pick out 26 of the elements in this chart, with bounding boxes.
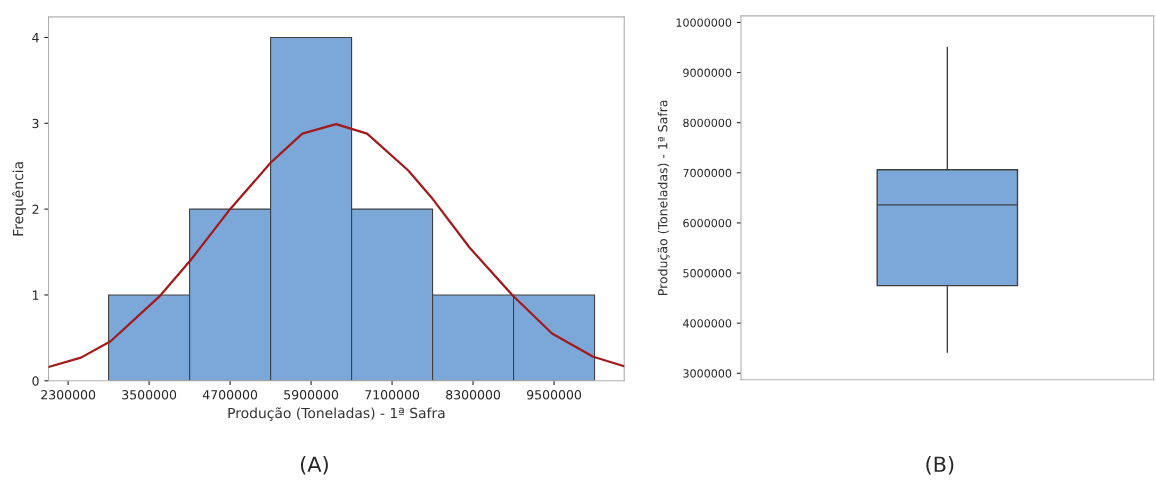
x-tick-label: 3500000 (122, 390, 177, 400)
y-tick-label: 3 (32, 118, 39, 129)
y-tick-label: 6000000 (683, 218, 732, 228)
y-tick-label: 8000000 (683, 118, 732, 128)
x-tick-label: 7100000 (365, 390, 420, 400)
y-tick-label: 0 (32, 376, 39, 386)
y-tick-label: 1 (32, 290, 39, 300)
y-tick-label: 10000000 (676, 18, 732, 27)
x-tick-label: 5900000 (284, 390, 339, 400)
y-axis-title: Produção (Toneladas) - 1ª Safra (657, 100, 670, 295)
line-series (48, 123, 625, 369)
y-tick-label: 4000000 (683, 319, 732, 328)
x-tick-label: 2300000 (41, 390, 96, 400)
y-tick-label: 7000000 (683, 168, 732, 178)
text: (A) (300, 456, 328, 475)
y-tick-label: 5000000 (683, 269, 732, 278)
x-tick-label: 4700000 (202, 390, 258, 400)
y-axis-title: Frequência (12, 162, 27, 236)
y-tick-label: 3000000 (683, 369, 732, 378)
y-tick-label: 2 (32, 204, 39, 214)
text: (B) (926, 456, 954, 475)
y-tick-label: 9000000 (683, 68, 732, 77)
x-tick-label: 8300000 (446, 390, 501, 400)
y-tick-label: 4 (32, 33, 39, 43)
x-tick-label: 9500000 (527, 390, 582, 400)
x-axis-title: Produção (Toneladas) - 1ª Safra (228, 407, 445, 421)
